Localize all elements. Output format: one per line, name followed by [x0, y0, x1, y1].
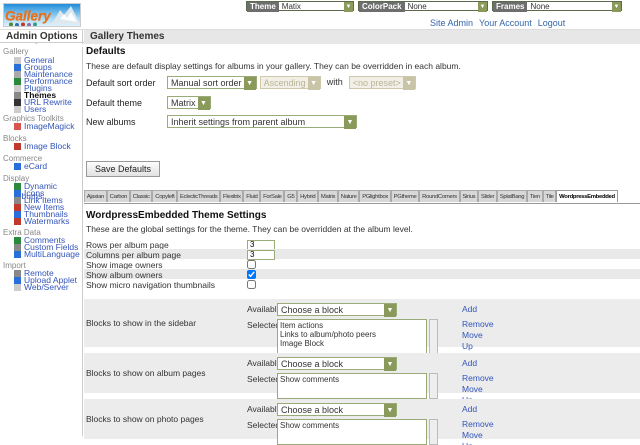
svg-text:Gallery: Gallery	[5, 9, 52, 24]
